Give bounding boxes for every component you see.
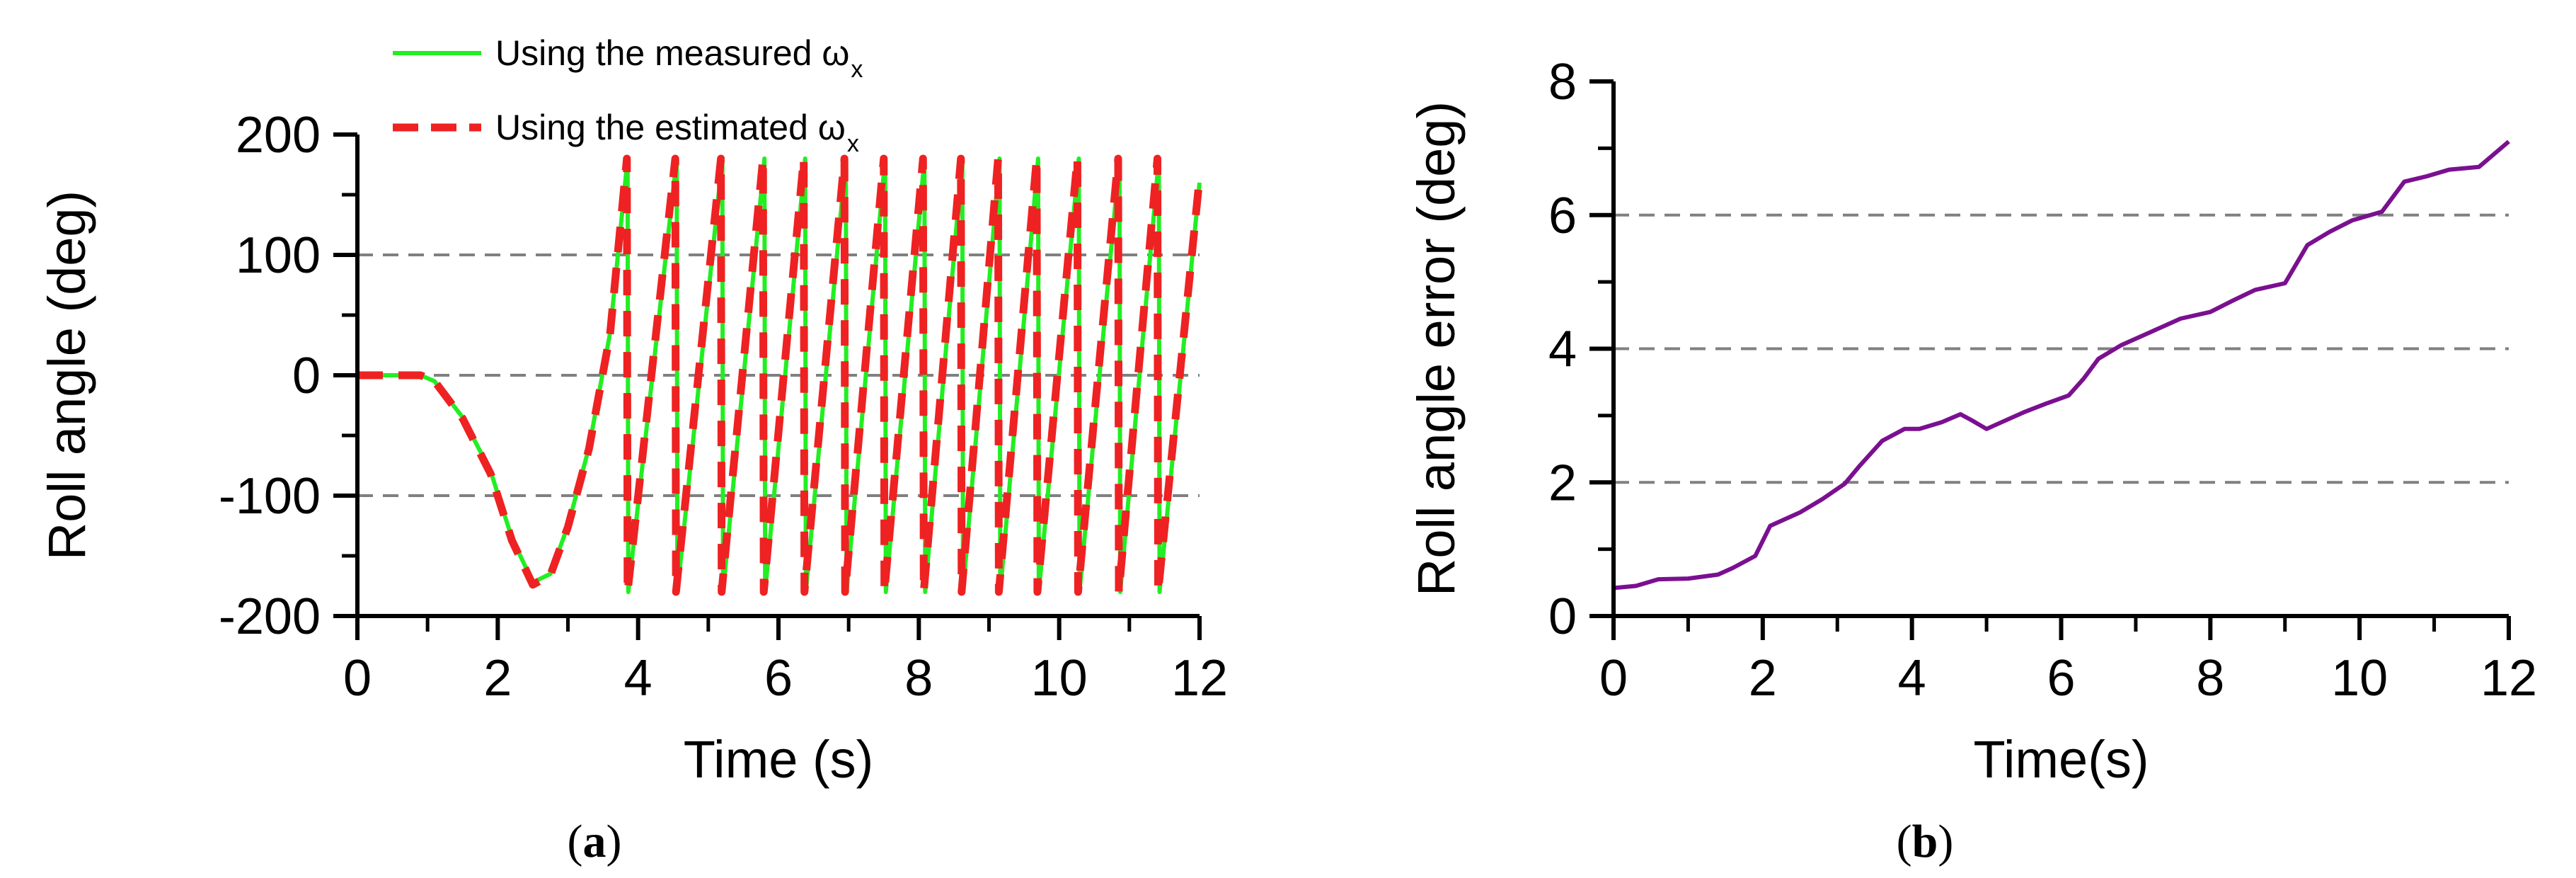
panel-a-y-tick-label: -200 <box>219 588 321 645</box>
panel-b-y-tick-label: 6 <box>1548 188 1577 244</box>
panel-b-x-tick-label: 10 <box>2331 650 2388 707</box>
panel-a-x-tick-label: 0 <box>343 650 372 707</box>
panel-b-y-axis-title: Roll angle error (deg) <box>1407 101 1466 596</box>
panel-a-legend-subscript-2: x <box>847 130 859 157</box>
panel-b-x-tick-label: 2 <box>1749 650 1777 707</box>
panel-b-x-tick-label: 12 <box>2480 650 2537 707</box>
panel-a-legend-label-1: Using the measured ω <box>495 33 849 73</box>
panel-b-x-axis-title: Time(s) <box>1974 730 2149 789</box>
panel-b-series-1-line <box>1613 139 2510 591</box>
panel-a-legend-subscript-1: x <box>851 56 863 83</box>
panel-a-y-tick-label: 200 <box>236 107 321 164</box>
panel-a-caption: (a) <box>568 816 622 867</box>
panel-b-x-tick-label: 4 <box>1898 650 1926 707</box>
panel-b-x-tick-label: 0 <box>1599 650 1628 707</box>
panel-b-x-tick-label: 8 <box>2196 650 2224 707</box>
panel-a-x-tick-label: 12 <box>1171 650 1228 707</box>
panel-a-x-tick-label: 10 <box>1031 650 1088 707</box>
panel-a-x-tick-label: 8 <box>904 650 933 707</box>
panel-a-y-axis-title: Roll angle (deg) <box>38 190 96 560</box>
panel-b-chart: 0 2 4 6 8 10 12 0 2 4 6 8 Time(s) Roll angle error (d… <box>1407 54 2537 867</box>
panel-a-y-tick-label: 0 <box>292 348 321 404</box>
panel-b-caption: (b) <box>1897 816 1954 867</box>
panel-a-x-tick-label: 2 <box>483 650 512 707</box>
panel-a-x-axis-title: Time (s) <box>684 730 874 789</box>
panel-a-legend-label-2: Using the estimated ω <box>495 108 846 147</box>
panel-a-chart: 0 2 4 6 8 10 12 -200 -100 0 100 200 Time (s) Roll ang… <box>38 33 1228 867</box>
panel-a-x-tick-label: 6 <box>764 650 793 707</box>
panel-b-y-tick-label: 4 <box>1548 321 1577 378</box>
panel-a-y-tick-label: 100 <box>236 227 321 284</box>
panel-b-y-tick-label: 2 <box>1548 455 1577 511</box>
panel-a-x-tick-label: 4 <box>624 650 652 707</box>
panel-b-y-tick-label: 0 <box>1548 588 1577 645</box>
panel-a-series-2-line <box>357 154 1204 596</box>
panel-b-y-tick-label: 8 <box>1548 54 1577 110</box>
panel-b-x-tick-label: 6 <box>2047 650 2075 707</box>
panel-a-y-tick-label: -100 <box>219 468 321 525</box>
